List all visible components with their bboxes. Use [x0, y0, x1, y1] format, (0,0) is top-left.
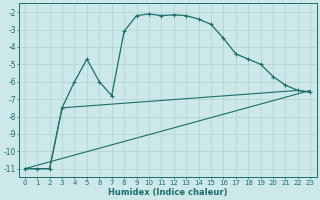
X-axis label: Humidex (Indice chaleur): Humidex (Indice chaleur) [108, 188, 227, 197]
